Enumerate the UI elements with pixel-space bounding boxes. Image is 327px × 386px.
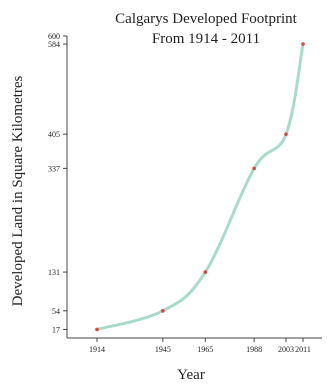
x-axis-label: Year [177, 367, 205, 383]
y-tick-label: 54 [52, 307, 60, 316]
data-point [284, 132, 288, 136]
y-tick-label: 337 [48, 164, 60, 173]
x-tick-label: 1914 [89, 345, 105, 354]
x-tick-label: 2011 [295, 345, 311, 354]
chart-title-line-2: From 1914 - 2011 [152, 31, 260, 47]
x-tick-label: 2003 [278, 345, 294, 354]
data-markers [95, 42, 305, 332]
x-tick-label: 1988 [246, 345, 262, 354]
y-tick-label: 600 [48, 32, 60, 41]
x-ticks: 1914 1945 1965 1988 2003 2011 [89, 338, 311, 354]
x-tick-label: 1965 [197, 345, 213, 354]
x-tick-label: 1945 [155, 345, 171, 354]
y-axis-label: Developed Land in Square Kilometres [10, 75, 26, 306]
data-point [252, 166, 256, 171]
data-point [301, 42, 305, 46]
y-tick-label: 17 [52, 325, 60, 334]
y-tick-label: 405 [48, 130, 60, 139]
chart-title-line-1: Calgarys Developed Footprint [115, 11, 297, 27]
data-point [95, 327, 99, 332]
series-line [95, 42, 305, 331]
y-tick-label: 131 [48, 268, 60, 277]
data-point [161, 309, 165, 313]
data-point [203, 270, 208, 274]
y-tick-label: 584 [48, 40, 60, 49]
